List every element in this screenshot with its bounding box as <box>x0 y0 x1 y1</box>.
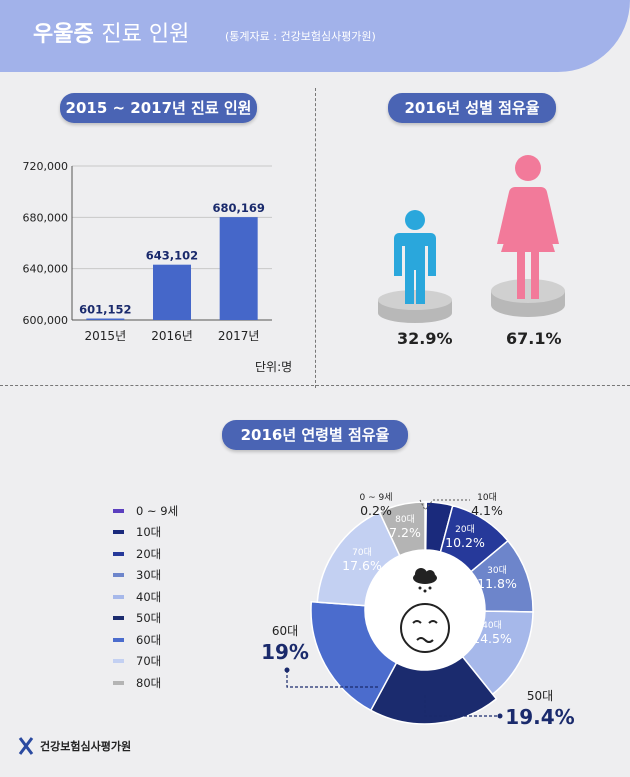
logo-icon <box>18 737 34 755</box>
legend-swatch <box>113 594 124 599</box>
bar-category-label: 2015년 <box>85 329 127 343</box>
legend-item: 70대 <box>113 651 178 673</box>
legend-item: 40대 <box>113 586 178 608</box>
slice-label: 30대 <box>487 565 507 576</box>
bar-value-label: 601,152 <box>79 303 131 317</box>
legend-item: 60대 <box>113 629 178 651</box>
bar-y-tick-label: 720,000 <box>23 160 69 173</box>
slice-label: 70대 <box>352 547 372 558</box>
male-pedestal <box>378 290 452 323</box>
slice-value-label: 0.2% <box>360 503 392 518</box>
age-section-title: 2016년 연령별 점유율 <box>222 420 408 450</box>
bar-value-label: 643,102 <box>146 249 198 263</box>
legend-label: 80대 <box>136 675 162 690</box>
legend-swatch <box>113 551 124 556</box>
slice-value-label: 11.8% <box>477 576 517 591</box>
slice-value-label: 10.2% <box>445 535 485 550</box>
title-light: 진료 인원 <box>101 22 190 47</box>
male-icon <box>394 210 436 304</box>
slice-value-label: 4.1% <box>471 503 503 518</box>
header-banner: 우울증 진료 인원 (통계자료 : 건강보험심사평가원) <box>0 0 630 72</box>
bar-category-label: 2017년 <box>218 329 260 343</box>
leader-line <box>286 670 378 688</box>
legend-swatch <box>113 659 124 664</box>
legend-item: 80대 <box>113 672 178 694</box>
slice-label: 60대 <box>272 624 298 638</box>
legend-swatch <box>113 530 124 535</box>
legend-swatch <box>113 508 124 513</box>
legend-label: 60대 <box>136 632 162 647</box>
slice-label: 0 ~ 9세 <box>360 492 393 503</box>
male-percent: 32.9% <box>397 329 453 348</box>
female-pedestal <box>491 279 565 317</box>
legend-swatch <box>113 616 124 621</box>
legend-swatch <box>113 637 124 642</box>
source-note: (통계자료 : 건강보험심사평가원) <box>225 30 376 43</box>
legend-swatch <box>113 680 124 685</box>
footer-logo: 건강보험심사평가원 <box>18 736 131 756</box>
bar-section-title: 2015 ~ 2017년 진료 인원 <box>60 93 257 123</box>
slice-value-label: 14.5% <box>472 631 512 646</box>
legend-label: 20대 <box>136 546 162 561</box>
page-title: 우울증 진료 인원 <box>33 16 189 48</box>
bar-chart: 600,000 640,000 680,000 720,000 601,152 2015년… <box>23 160 272 343</box>
leader-line <box>424 695 500 717</box>
bar-y-tick-label: 600,000 <box>23 314 69 327</box>
female-icon <box>497 155 559 299</box>
legend-label: 10대 <box>136 525 162 540</box>
rain-cloud-icon <box>413 568 437 593</box>
legend-label: 40대 <box>136 589 162 604</box>
bar-value-label: 680,169 <box>212 201 264 215</box>
legend-label: 50대 <box>136 611 162 626</box>
slice-label: 50대 <box>527 689 553 703</box>
gender-figures <box>378 155 565 323</box>
slice-value-label: 19.4% <box>505 705 574 729</box>
slice-label: 10대 <box>477 492 497 503</box>
vertical-divider <box>315 88 316 388</box>
slice-value-label: 17.6% <box>342 558 382 573</box>
leader-line <box>419 499 470 511</box>
bar <box>219 217 258 320</box>
bar <box>86 318 125 320</box>
leader-dot <box>284 667 290 673</box>
legend-item: 50대 <box>113 608 178 630</box>
legend-label: 70대 <box>136 654 162 669</box>
bar-y-tick-label: 680,000 <box>23 211 69 224</box>
horizontal-divider <box>0 385 630 386</box>
legend-label: 0 ~ 9세 <box>136 503 179 518</box>
slice-label: 80대 <box>395 514 415 525</box>
sad-face-icon <box>400 603 450 653</box>
bar-category-label: 2016년 <box>151 329 193 343</box>
bar <box>153 264 191 320</box>
legend-label: 30대 <box>136 568 162 583</box>
slice-label: 40대 <box>482 620 502 631</box>
legend-swatch <box>113 573 124 578</box>
title-bold: 우울증 <box>33 22 94 47</box>
unit-label: 단위:명 <box>255 360 293 374</box>
legend-item: 20대 <box>113 543 178 565</box>
gender-section-title: 2016년 성별 점유율 <box>388 93 556 123</box>
slice-label: 20대 <box>455 524 475 535</box>
leader-dot <box>497 713 503 719</box>
legend-item: 0 ~ 9세 <box>113 500 178 522</box>
slice-value-label: 7.2% <box>389 525 421 540</box>
legend-item: 30대 <box>113 565 178 587</box>
female-percent: 67.1% <box>506 329 562 348</box>
slice-value-label: 19% <box>261 640 309 664</box>
age-legend: 0 ~ 9세 10대 20대 30대 40대 50대 60대 70대 80대 <box>113 500 178 694</box>
legend-item: 10대 <box>113 522 178 544</box>
org-name: 건강보험심사평가원 <box>40 740 132 753</box>
bar-y-tick-label: 640,000 <box>23 263 69 276</box>
